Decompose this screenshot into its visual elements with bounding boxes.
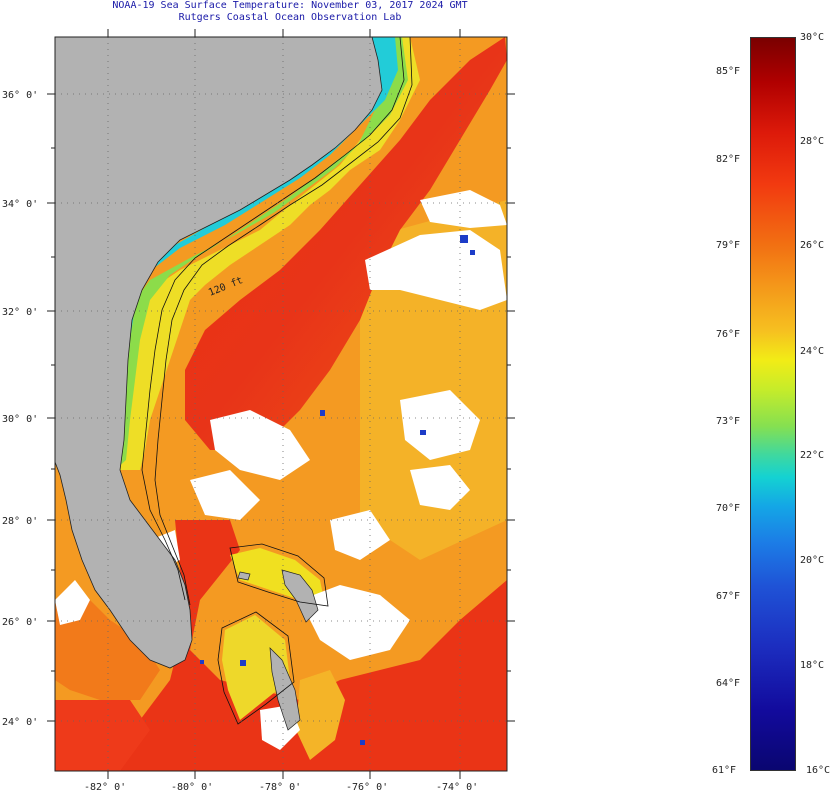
colorbar-f-70: 70°F: [716, 503, 741, 514]
colorbar-f-64: 64°F: [716, 678, 741, 689]
colorbar-c-22: 22°C: [800, 450, 825, 461]
map-title: NOAA-19 Sea Surface Temperature: Novembe…: [112, 0, 468, 11]
colorbar-c-20: 20°C: [800, 555, 825, 566]
colorbar-c-28: 28°C: [800, 136, 825, 147]
colorbar-c-18: 18°C: [800, 660, 825, 671]
lon-label-78: -78° 0': [259, 782, 301, 793]
colorbar-c-26: 26°C: [800, 240, 825, 251]
exuma-bank: [296, 670, 345, 760]
temperature-colorbar: [750, 37, 796, 771]
axis-ticks: [47, 29, 515, 779]
longitude-labels: -82° 0' -80° 0' -78° 0' -76° 0' -74° 0': [84, 782, 478, 793]
colorbar-c-16: 16°C: [806, 765, 831, 776]
lon-label-80: -80° 0': [171, 782, 213, 793]
lon-label-74: -74° 0': [436, 782, 478, 793]
lat-label-34: 34° 0': [2, 199, 38, 210]
lat-label-32: 32° 0': [2, 307, 38, 318]
gulf-stream: [185, 37, 507, 450]
colorbar-c-30: 30°C: [800, 32, 825, 43]
gulf-red-water: [55, 700, 150, 771]
latitude-labels: 36° 0' 34° 0' 32° 0' 30° 0' 28° 0' 26° 0…: [2, 90, 38, 728]
lat-label-24: 24° 0': [2, 717, 38, 728]
depth-contours: [141, 37, 413, 725]
colorbar-f-79: 79°F: [716, 240, 741, 251]
colorbar-f-85: 85°F: [716, 66, 741, 77]
colorbar-f-73: 73°F: [716, 416, 741, 427]
colorbar-c-24: 24°C: [800, 346, 825, 357]
lat-label-36: 36° 0': [2, 90, 38, 101]
map-subtitle: Rutgers Coastal Ocean Observation Lab: [178, 12, 402, 23]
lon-label-76: -76° 0': [346, 782, 388, 793]
lon-label-82: -82° 0': [84, 782, 126, 793]
map-frame: [54, 36, 508, 772]
lat-label-26: 26° 0': [2, 617, 38, 628]
colorbar-f-67: 67°F: [716, 591, 741, 602]
cloud-cover: [55, 190, 507, 750]
lat-label-28: 28° 0': [2, 516, 38, 527]
colorbar-f-76: 76°F: [716, 329, 741, 340]
great-bahama-bank: [222, 615, 290, 720]
colorbar-f-61: 61°F: [712, 765, 737, 776]
cold-speckles: [200, 235, 475, 745]
florida-current: [120, 520, 507, 771]
land-mass: [55, 37, 383, 669]
shelf-cyan-band: [116, 37, 398, 460]
lat-label-30: 30° 0': [2, 414, 38, 425]
colorbar-f-82: 82°F: [716, 154, 741, 165]
map-area: 120 ft: [55, 37, 507, 771]
graticule: [55, 37, 507, 771]
